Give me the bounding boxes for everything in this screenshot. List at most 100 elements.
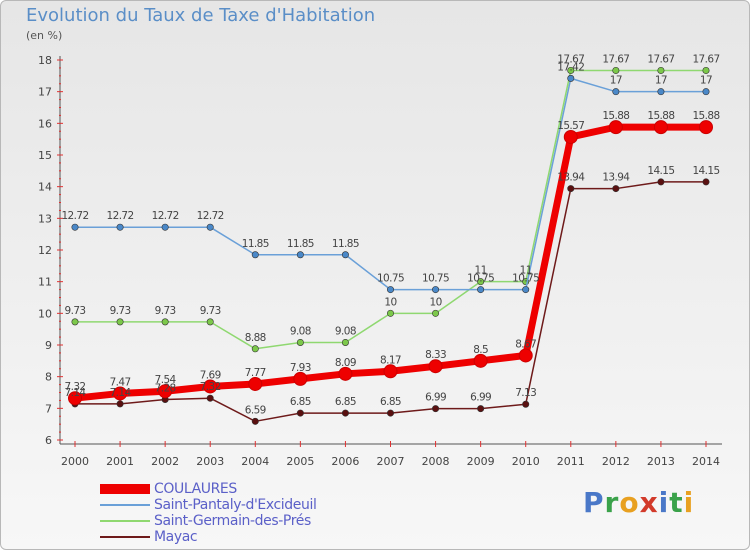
data-label-saint-germain-des-pr-s: 17.67 [602,53,629,65]
data-label-saint-germain-des-pr-s: 11 [475,265,487,277]
data-point-saint-germain-des-pr-s [251,345,259,353]
legend-item: COULAURES [100,481,316,497]
data-point-mayac [702,178,710,186]
data-point-saint-pantaly-d-excideuil [612,88,620,96]
data-label-coulaures: 8.33 [425,349,446,361]
legend-swatch [100,504,150,506]
data-point-mayac [296,409,304,417]
data-label-mayac: 6.99 [425,392,446,404]
x-tick-label: 2011 [557,455,585,468]
data-point-coulaures [293,371,308,386]
data-point-saint-pantaly-d-excideuil [206,223,214,231]
legend: COULAURES Saint-Pantaly-d'Excideuil Saint-… [100,481,317,545]
data-label-mayac: 6.85 [380,396,401,408]
data-point-mayac [116,400,124,408]
data-label-mayac: 7.14 [65,387,87,399]
data-label-coulaures: 15.88 [692,110,719,122]
data-label-mayac: 6.85 [335,396,356,408]
y-tick-label: 13 [38,212,52,225]
legend-swatch [100,484,150,494]
data-label-coulaures: 7.69 [200,369,221,381]
data-point-saint-germain-des-pr-s [567,66,575,74]
legend-label: Saint-Germain-des-Prés [154,513,311,529]
y-tick-label: 9 [45,339,52,352]
data-point-mayac [612,185,620,193]
data-label-saint-germain-des-pr-s: 10 [429,296,441,308]
data-label-saint-pantaly-d-excideuil: 12.72 [107,210,134,222]
legend-swatch [100,520,150,522]
data-point-saint-pantaly-d-excideuil [477,286,485,294]
legend-swatch [100,536,150,538]
legend-label: Mayac [154,529,198,545]
x-tick-label: 2014 [692,455,720,468]
data-label-coulaures: 8.5 [473,344,488,356]
y-tick-label: 8 [45,371,52,384]
data-label-saint-pantaly-d-excideuil: 11.85 [332,238,359,250]
data-label-mayac: 6.59 [245,404,266,416]
y-tick-label: 17 [38,86,52,99]
data-point-mayac [477,405,485,413]
data-point-coulaures [383,364,398,379]
x-tick-label: 2007 [377,455,405,468]
data-label-coulaures: 8.17 [380,354,401,366]
data-label-saint-pantaly-d-excideuil: 17 [655,75,667,87]
data-label-saint-germain-des-pr-s: 9.08 [290,325,311,337]
data-point-saint-pantaly-d-excideuil [161,223,169,231]
x-tick-label: 2013 [647,455,675,468]
data-point-coulaures [518,348,533,363]
data-point-saint-germain-des-pr-s [432,309,440,317]
y-tick-label: 16 [38,117,52,130]
data-point-mayac [251,417,259,425]
data-point-coulaures [608,120,623,135]
data-label-mayac: 6.99 [470,392,491,404]
y-tick-label: 11 [38,276,52,289]
x-tick-label: 2006 [331,455,359,468]
data-label-saint-pantaly-d-excideuil: 11.85 [287,238,314,250]
data-label-mayac: 6.85 [290,396,311,408]
x-tick-label: 2002 [151,455,179,468]
data-label-coulaures: 15.88 [602,110,629,122]
data-point-saint-germain-des-pr-s [206,318,214,326]
logo-letter: x [639,486,659,519]
data-label-saint-germain-des-pr-s: 17.67 [647,53,674,65]
data-label-coulaures: 8.67 [515,338,536,350]
data-label-mayac: 7.13 [515,387,536,399]
data-label-coulaures: 7.77 [245,367,266,379]
x-tick-label: 2005 [286,455,314,468]
data-label-coulaures: 8.09 [335,357,356,369]
data-label-saint-germain-des-pr-s: 17.67 [557,53,584,65]
data-label-coulaures: 15.88 [647,110,674,122]
chart-title: Evolution du Taux de Taxe d'Habitation [26,5,376,26]
proxiti-logo: Proxiti [583,486,694,519]
data-point-coulaures [248,376,263,391]
data-point-mayac [386,409,394,417]
legend-label: COULAURES [154,481,237,497]
data-point-saint-pantaly-d-excideuil [296,251,304,259]
data-label-saint-germain-des-pr-s: 17.67 [692,53,719,65]
y-tick-label: 10 [38,307,52,320]
logo-letter: r [604,486,620,519]
data-point-saint-germain-des-pr-s [161,318,169,326]
legend-item: Saint-Pantaly-d'Excideuil [100,497,317,513]
data-label-mayac: 14.15 [647,165,674,177]
data-point-saint-germain-des-pr-s [386,309,394,317]
x-tick-label: 2000 [61,455,89,468]
logo-letter: o [619,486,640,519]
data-label-saint-pantaly-d-excideuil: 10.75 [512,273,539,285]
data-point-mayac [567,185,575,193]
data-label-coulaures: 7.32 [65,381,86,393]
data-point-coulaures [699,120,713,135]
data-point-saint-germain-des-pr-s [341,338,349,346]
data-point-saint-pantaly-d-excideuil [386,286,394,294]
data-point-saint-pantaly-d-excideuil [657,88,665,96]
logo-letter: i [658,486,670,519]
data-point-saint-pantaly-d-excideuil [116,223,124,231]
data-point-coulaures [113,386,128,401]
data-point-mayac [432,405,440,413]
chart-unit-label: (en %) [26,29,63,42]
data-label-mayac: 13.94 [602,172,630,184]
data-label-saint-germain-des-pr-s: 9.73 [110,305,131,317]
data-point-mayac [206,394,214,402]
data-label-mayac: 7.32 [200,381,221,393]
